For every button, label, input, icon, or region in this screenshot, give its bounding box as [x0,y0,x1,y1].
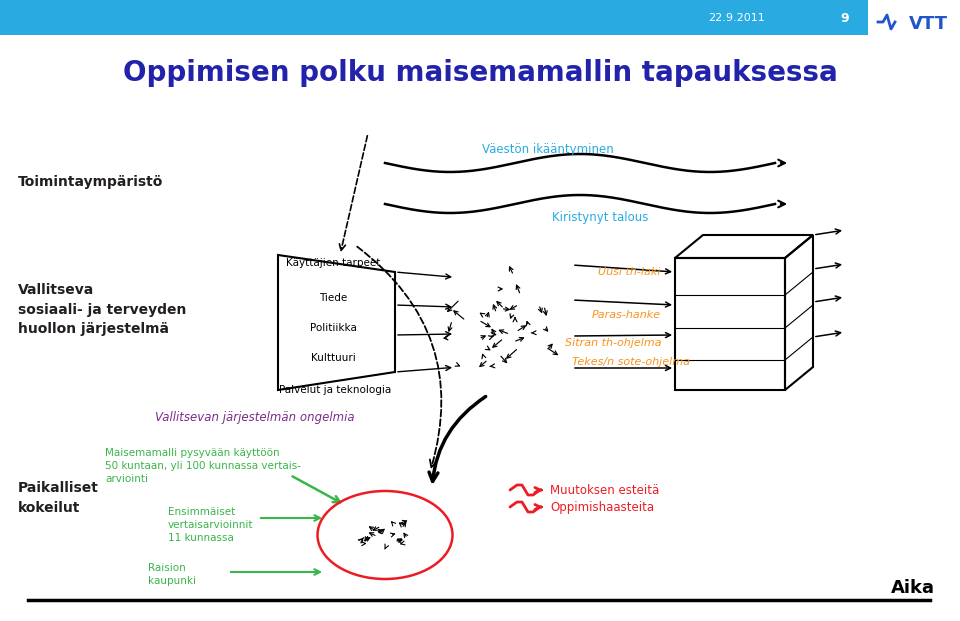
Text: Kiristynyt talous: Kiristynyt talous [552,211,648,224]
Text: Oppimisen polku maisemamallin tapauksessa: Oppimisen polku maisemamallin tapauksess… [123,59,837,87]
Text: Sitran th-ohjelma: Sitran th-ohjelma [565,338,661,348]
Bar [868,0,960,44]
Text: Vallitseva
sosiaali- ja terveyden
huollon järjestelmä: Vallitseva sosiaali- ja terveyden huollo… [18,284,186,337]
Text: Muutoksen esteitä: Muutoksen esteitä [550,484,660,497]
Bar [0,0,960,35]
Text: Tiede: Tiede [319,293,348,303]
Text: Maisemamalli pysyvään käyttöön
50 kuntaan, yli 100 kunnassa vertais-
arviointi: Maisemamalli pysyvään käyttöön 50 kuntaa… [105,448,301,484]
Text: Raision
kaupunki: Raision kaupunki [148,563,196,586]
Text: Paras-hanke: Paras-hanke [592,310,661,320]
Text: Kulttuuri: Kulttuuri [311,353,355,363]
Text: Oppimishaasteita: Oppimishaasteita [550,501,654,514]
FancyArrowPatch shape [429,396,486,481]
Text: Uusi th-laki: Uusi th-laki [598,267,660,277]
Text: Paikalliset
kokeilut: Paikalliset kokeilut [18,481,99,515]
Text: Vallitsevan järjestelmän ongelmia: Vallitsevan järjestelmän ongelmia [155,412,354,425]
Text: 9: 9 [841,12,850,24]
Text: Tekes/n sote-ohjelma: Tekes/n sote-ohjelma [572,357,690,367]
Text: Toimintaympäristö: Toimintaympäristö [18,175,163,189]
Text: Käyttäjien tarpeet: Käyttäjien tarpeet [286,258,380,268]
Text: Väestön ikääntyminen: Väestön ikääntyminen [482,143,613,156]
Text: Politiikka: Politiikka [309,323,356,333]
Text: Palvelut ja teknologia: Palvelut ja teknologia [278,385,391,395]
Text: VTT: VTT [908,15,948,33]
FancyArrowPatch shape [357,247,442,468]
FancyArrowPatch shape [340,136,368,250]
Text: 22.9.2011: 22.9.2011 [708,13,765,23]
Text: Aika: Aika [891,579,935,597]
Text: Ensimmäiset
vertaisarvioinnit
11 kunnassa: Ensimmäiset vertaisarvioinnit 11 kunnass… [168,507,253,543]
